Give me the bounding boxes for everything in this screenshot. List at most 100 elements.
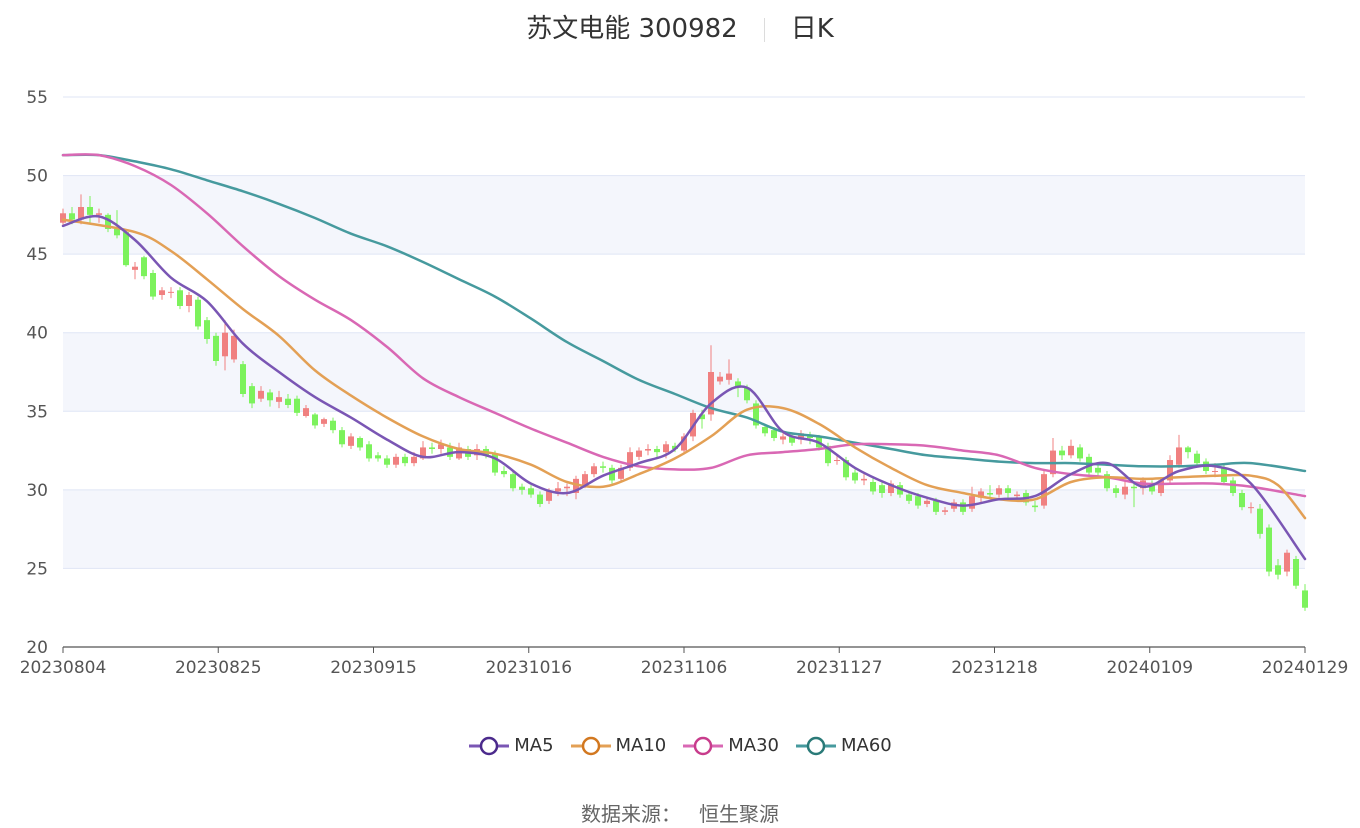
candle-body [609,467,615,481]
candle [510,471,516,492]
candle [123,229,129,267]
candle [393,453,399,468]
candle-body [1185,447,1191,453]
candle [753,400,759,429]
candle [681,433,687,454]
candle-body [753,403,759,426]
candle [366,441,372,462]
candle-body [1275,565,1281,575]
candle-body [69,213,75,220]
candle-body [240,364,246,394]
candle [879,482,885,498]
candle [654,445,660,457]
candle-body [528,488,534,495]
candle-body [1122,486,1128,495]
title-separator [763,17,765,42]
candle [942,507,948,515]
legend-item-ma5[interactable]: MA5 [468,734,554,758]
candle [159,287,165,300]
candle-body [195,299,201,327]
candle [1122,480,1128,500]
x-tick-label: 20231106 [641,658,728,678]
candle [1059,445,1065,460]
candle-body [114,229,120,236]
candle-body [1230,480,1236,493]
candle-body [1302,590,1308,608]
candle-body [546,491,552,501]
candle [1095,464,1101,476]
candle [294,395,300,416]
candle-body [852,472,858,481]
candle [969,486,975,512]
candle-body [204,320,210,339]
candle [321,417,327,427]
candle-body [186,295,192,306]
y-tick-label: 50 [26,167,48,187]
candle [240,361,246,398]
candle-body [267,392,273,401]
candle [1293,555,1299,589]
candle-body [861,478,867,481]
candle [852,469,858,484]
candle-body [330,420,336,431]
candle [987,485,993,498]
legend-label: MA5 [514,735,554,756]
candle-body [393,456,399,465]
legend-item-ma10[interactable]: MA10 [570,734,667,758]
candle [573,475,579,500]
candle [384,455,390,468]
candle [1275,559,1281,580]
candle [276,390,282,409]
candle [60,208,66,226]
candle [609,464,615,484]
candle-body [519,486,525,490]
candle-body [123,232,129,266]
candle-body [303,408,309,416]
legend-item-ma30[interactable]: MA30 [682,734,779,758]
candle-body [132,266,138,270]
candle-body [960,502,966,512]
candle [267,389,273,407]
candle-body [843,460,849,478]
candle [438,439,444,454]
candle [906,491,912,504]
candle-body [1059,450,1065,456]
candle [1284,549,1290,577]
candle-body [1068,445,1074,456]
x-tick-label: 20230915 [330,658,417,678]
candle-body [348,436,354,446]
candle [1248,502,1254,514]
candle-body [798,433,804,440]
candle-body [258,390,264,399]
ma-line-ma5 [61,214,1307,561]
candle-body [285,398,291,405]
candle-body [321,419,327,424]
ma-line-ma60 [61,153,1307,473]
candle-body [96,213,102,215]
candle-body [1239,493,1245,508]
legend-marker [683,736,724,756]
candle-body [537,494,543,504]
x-tick-label: 20230804 [20,658,107,678]
candle [591,463,597,478]
candle-body [492,453,498,473]
candle-body [438,444,444,449]
candle-body [1293,559,1299,586]
legend-item-ma60[interactable]: MA60 [795,734,892,758]
candle-body [582,474,588,486]
candle-body [1005,488,1011,493]
candle-body [411,456,417,464]
legend-label: MA10 [615,735,667,756]
candle-body [735,381,741,388]
candle [888,480,894,497]
candle-body [1032,505,1038,508]
x-tick-label: 20240109 [1106,658,1193,678]
candle-body [1014,494,1020,497]
candle [87,196,93,223]
period-label: 日K [790,14,834,44]
candle-body [1212,471,1218,472]
candle-body [708,372,714,415]
candle-body [915,496,921,506]
candle [1077,444,1083,462]
candle [1176,434,1182,468]
